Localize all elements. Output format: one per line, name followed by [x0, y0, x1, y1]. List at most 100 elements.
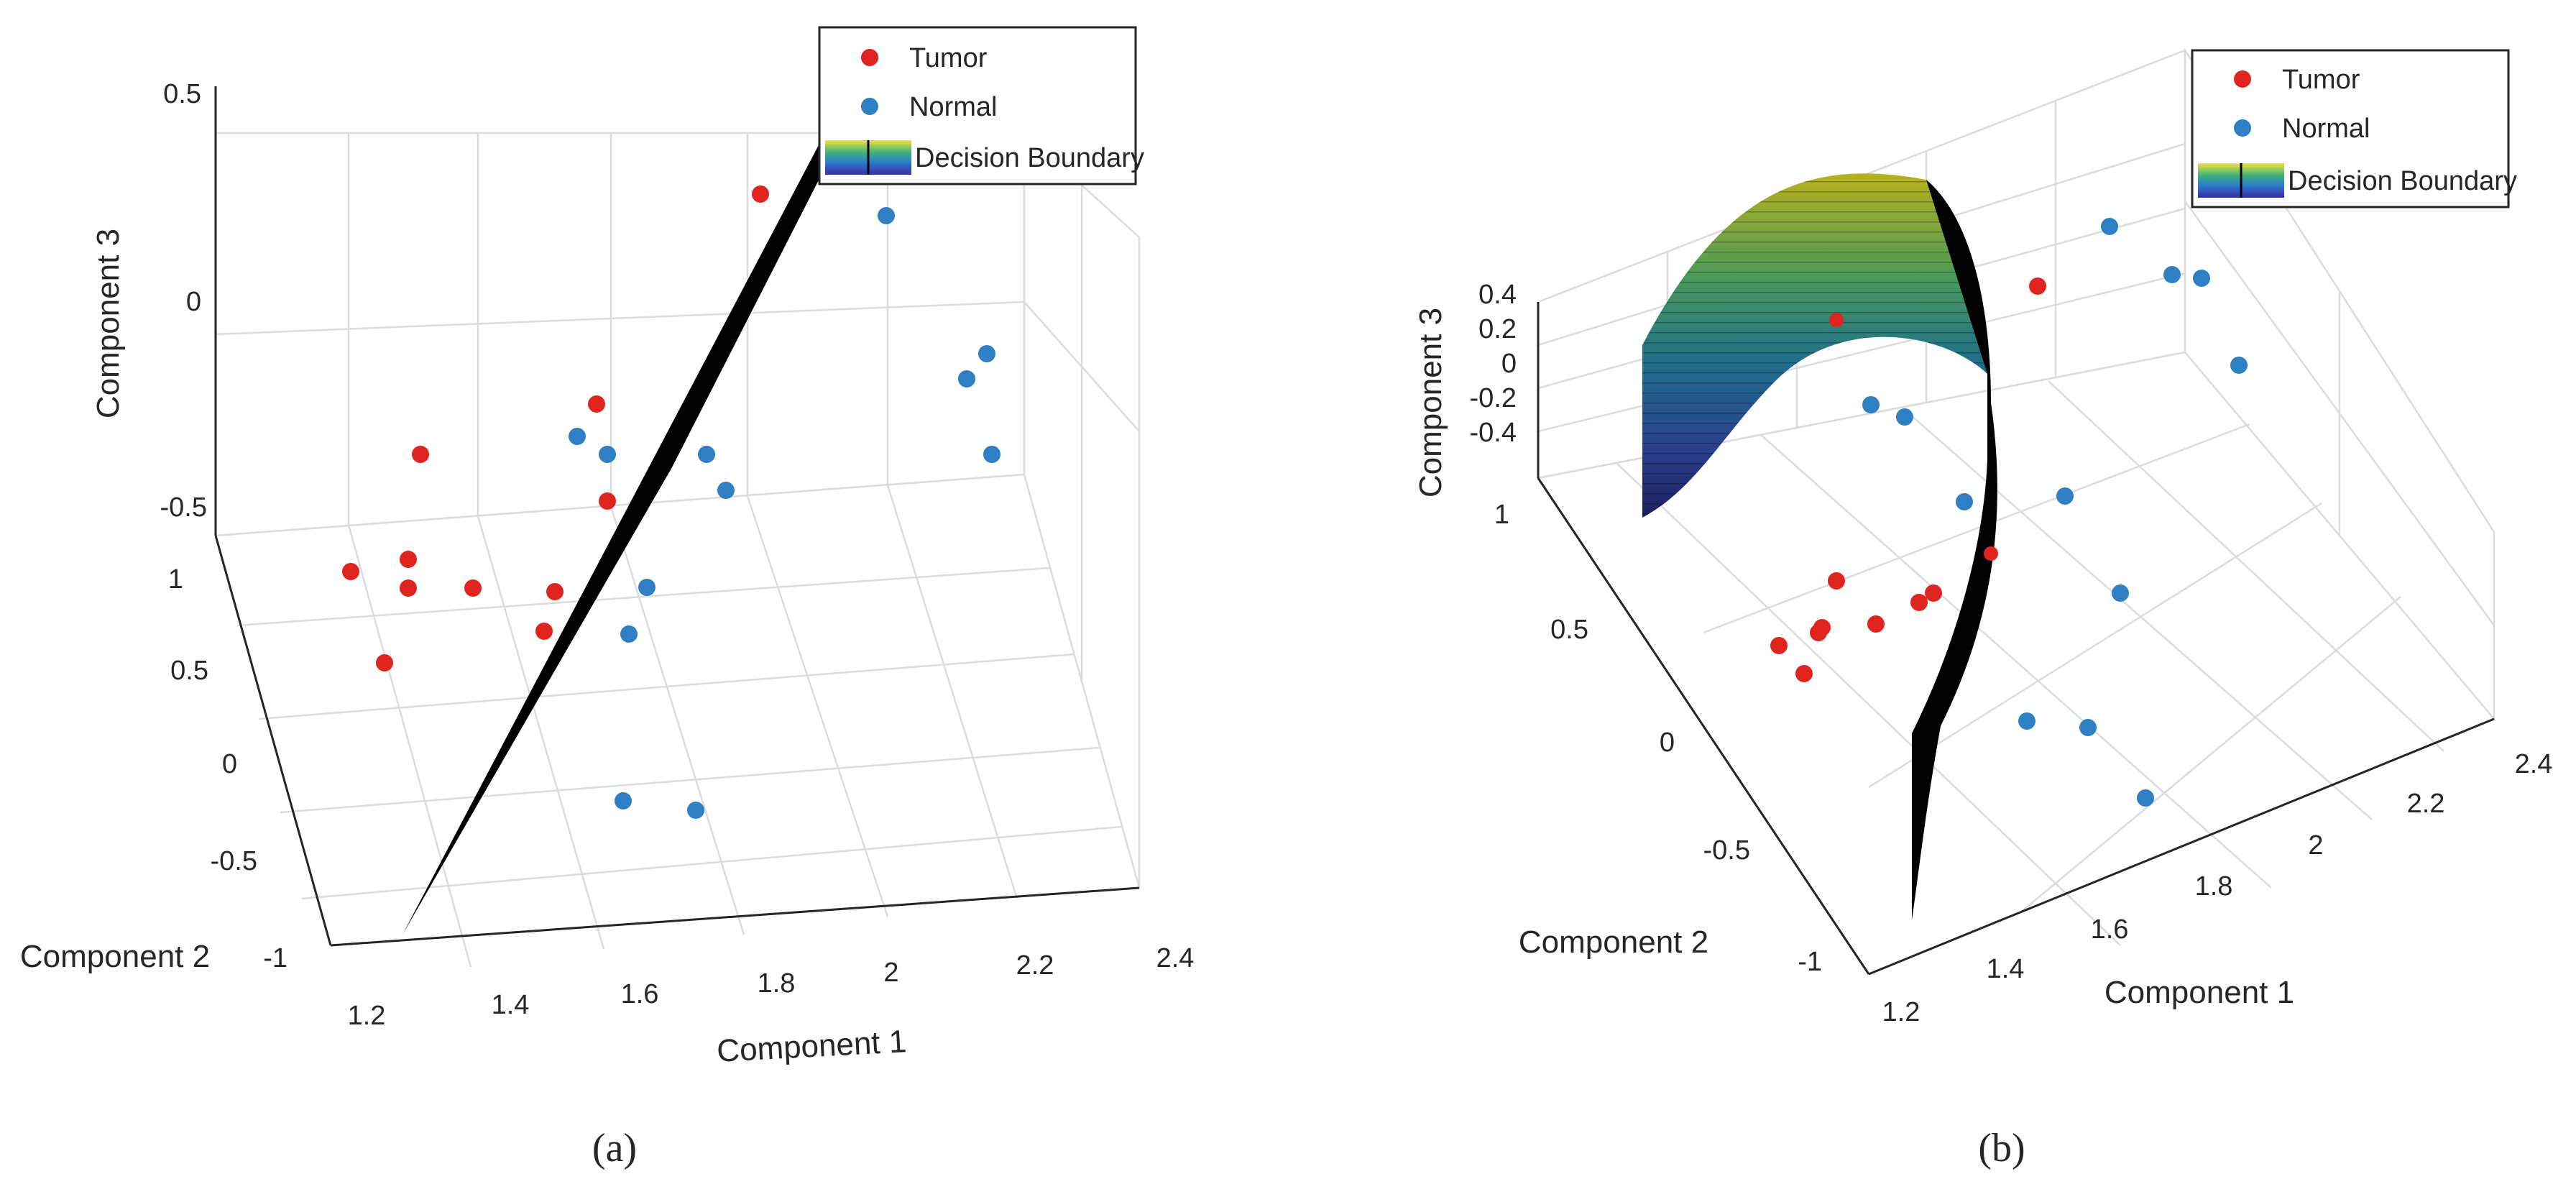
normal-point — [1862, 396, 1880, 413]
caption-a: (a) — [592, 1126, 637, 1170]
x-tick-b-6: 2.2 — [2407, 789, 2445, 819]
tumor-point — [400, 551, 417, 568]
normal-point — [687, 802, 704, 819]
tumor-point — [1828, 572, 1845, 590]
tumor-point — [376, 654, 393, 671]
normal-point — [2137, 789, 2154, 807]
points-b — [1770, 218, 2248, 807]
z-axis-label-b: Component 3 — [1413, 308, 1448, 497]
y-tick-b-5: -1 — [1798, 947, 1822, 977]
x-tick-b-7: 2.4 — [2515, 749, 2553, 779]
legend-tumor-marker — [861, 49, 878, 66]
z-tick-a-0: 0.5 — [163, 79, 201, 109]
tumor-point — [1795, 665, 1813, 682]
z-tick-b-1: 0.2 — [1478, 314, 1517, 344]
tumor-point — [412, 446, 429, 463]
legend-tumor-marker — [2234, 70, 2251, 88]
normal-point — [978, 345, 995, 362]
x-tick-b-5: 2 — [2308, 830, 2323, 861]
normal-point — [2018, 712, 2036, 730]
x-tick-a-4: 1.8 — [758, 968, 796, 999]
y-tick-a-1: 1 — [168, 564, 183, 595]
back-wall-grid — [214, 131, 1141, 889]
x-tick-b-2: 1.4 — [1987, 954, 2025, 984]
legend-normal-label: Normal — [909, 92, 997, 122]
y-tick-b-1: 1 — [1494, 500, 1509, 530]
floor-grid — [215, 473, 1122, 968]
legend-a: Tumor Normal Decision Boundary — [818, 26, 1144, 185]
normal-point — [2101, 218, 2118, 235]
tumor-point — [342, 563, 359, 580]
tumor-point — [1867, 615, 1885, 633]
tumor-point — [464, 579, 482, 597]
z-tick-b-0: 0.4 — [1478, 280, 1517, 310]
x-tick-b-1: 1.2 — [1882, 997, 1920, 1027]
x-axis-label-b: Component 1 — [2104, 975, 2294, 1010]
decision-surface-b — [1642, 173, 1997, 920]
y-axis-label-a: Component 2 — [20, 939, 210, 974]
normal-point — [1896, 408, 1913, 426]
y-tick-a-3: 0 — [222, 749, 237, 779]
normal-point — [878, 207, 895, 224]
normal-point — [2079, 719, 2097, 736]
legend-b: Tumor Normal Decision Boundary — [2191, 49, 2517, 208]
tumor-point — [535, 623, 553, 640]
x-tick-a-7: 2.4 — [1156, 943, 1195, 973]
normal-point — [2112, 584, 2129, 602]
legend-boundary-label: Decision Boundary — [2288, 166, 2517, 196]
x-tick-b-3: 1.6 — [2091, 914, 2129, 945]
x-tick-a-2: 1.4 — [492, 990, 530, 1020]
legend-normal-label: Normal — [2282, 114, 2370, 144]
normal-point — [2163, 266, 2181, 283]
z-tick-b-3: -0.2 — [1470, 383, 1517, 413]
x-tick-a-3: 1.6 — [621, 979, 659, 1009]
z-tick-b-4: -0.4 — [1470, 418, 1517, 448]
floor-grid-b — [1537, 351, 2444, 946]
z-tick-a-1: 0 — [186, 287, 201, 317]
normal-point — [958, 370, 975, 387]
caption-b: (b) — [1978, 1126, 2025, 1170]
z-tick-b-2: 0 — [1501, 349, 1517, 379]
normal-point — [2056, 487, 2074, 505]
panel-a: 0.5 0 -0.5 1 0.5 0 -0.5 -1 1.2 1.4 1.6 1… — [20, 26, 1195, 1170]
tumor-point — [1984, 546, 1998, 561]
legend-tumor-label: Tumor — [909, 43, 988, 73]
normal-point — [569, 428, 586, 445]
y-tick-a-4: -0.5 — [211, 846, 257, 876]
z-tick-a-2: -0.5 — [160, 492, 207, 523]
tumor-point — [1925, 584, 1942, 602]
legend-boundary-label: Decision Boundary — [915, 143, 1144, 173]
normal-point — [599, 446, 616, 463]
y-tick-a-5: -1 — [263, 943, 288, 973]
normal-point — [638, 579, 656, 596]
tumor-point — [1910, 594, 1928, 611]
normal-point — [698, 446, 715, 463]
y-tick-b-3: 0 — [1660, 728, 1675, 758]
legend-normal-marker — [2234, 119, 2251, 137]
legend-tumor-label: Tumor — [2282, 65, 2360, 95]
normal-point — [2230, 357, 2248, 374]
points-a — [342, 185, 1000, 819]
normal-point — [620, 625, 638, 643]
decision-plane-a — [402, 137, 841, 935]
tumor-point — [1829, 313, 1844, 327]
normal-point — [2193, 270, 2210, 287]
tumor-point — [1810, 624, 1827, 641]
normal-point — [615, 792, 632, 810]
z-axis-label-a: Component 3 — [91, 229, 126, 418]
x-tick-b-4: 1.8 — [2195, 871, 2233, 902]
y-axis-label-b: Component 2 — [1519, 925, 1708, 960]
x-tick-a-5: 2 — [883, 958, 898, 988]
tumor-point — [588, 395, 605, 413]
x-tick-a-1: 1.2 — [348, 1001, 386, 1031]
normal-point — [717, 482, 735, 499]
x-axis-label-a: Component 1 — [716, 1024, 907, 1069]
legend-normal-marker — [861, 98, 878, 115]
y-tick-a-2: 0.5 — [170, 656, 208, 686]
axes-b — [1537, 302, 2495, 976]
tumor-point — [1770, 637, 1788, 654]
y-tick-b-2: 0.5 — [1550, 615, 1588, 645]
tumor-point — [546, 583, 564, 600]
tumor-point — [752, 185, 769, 203]
tumor-point — [400, 579, 417, 597]
